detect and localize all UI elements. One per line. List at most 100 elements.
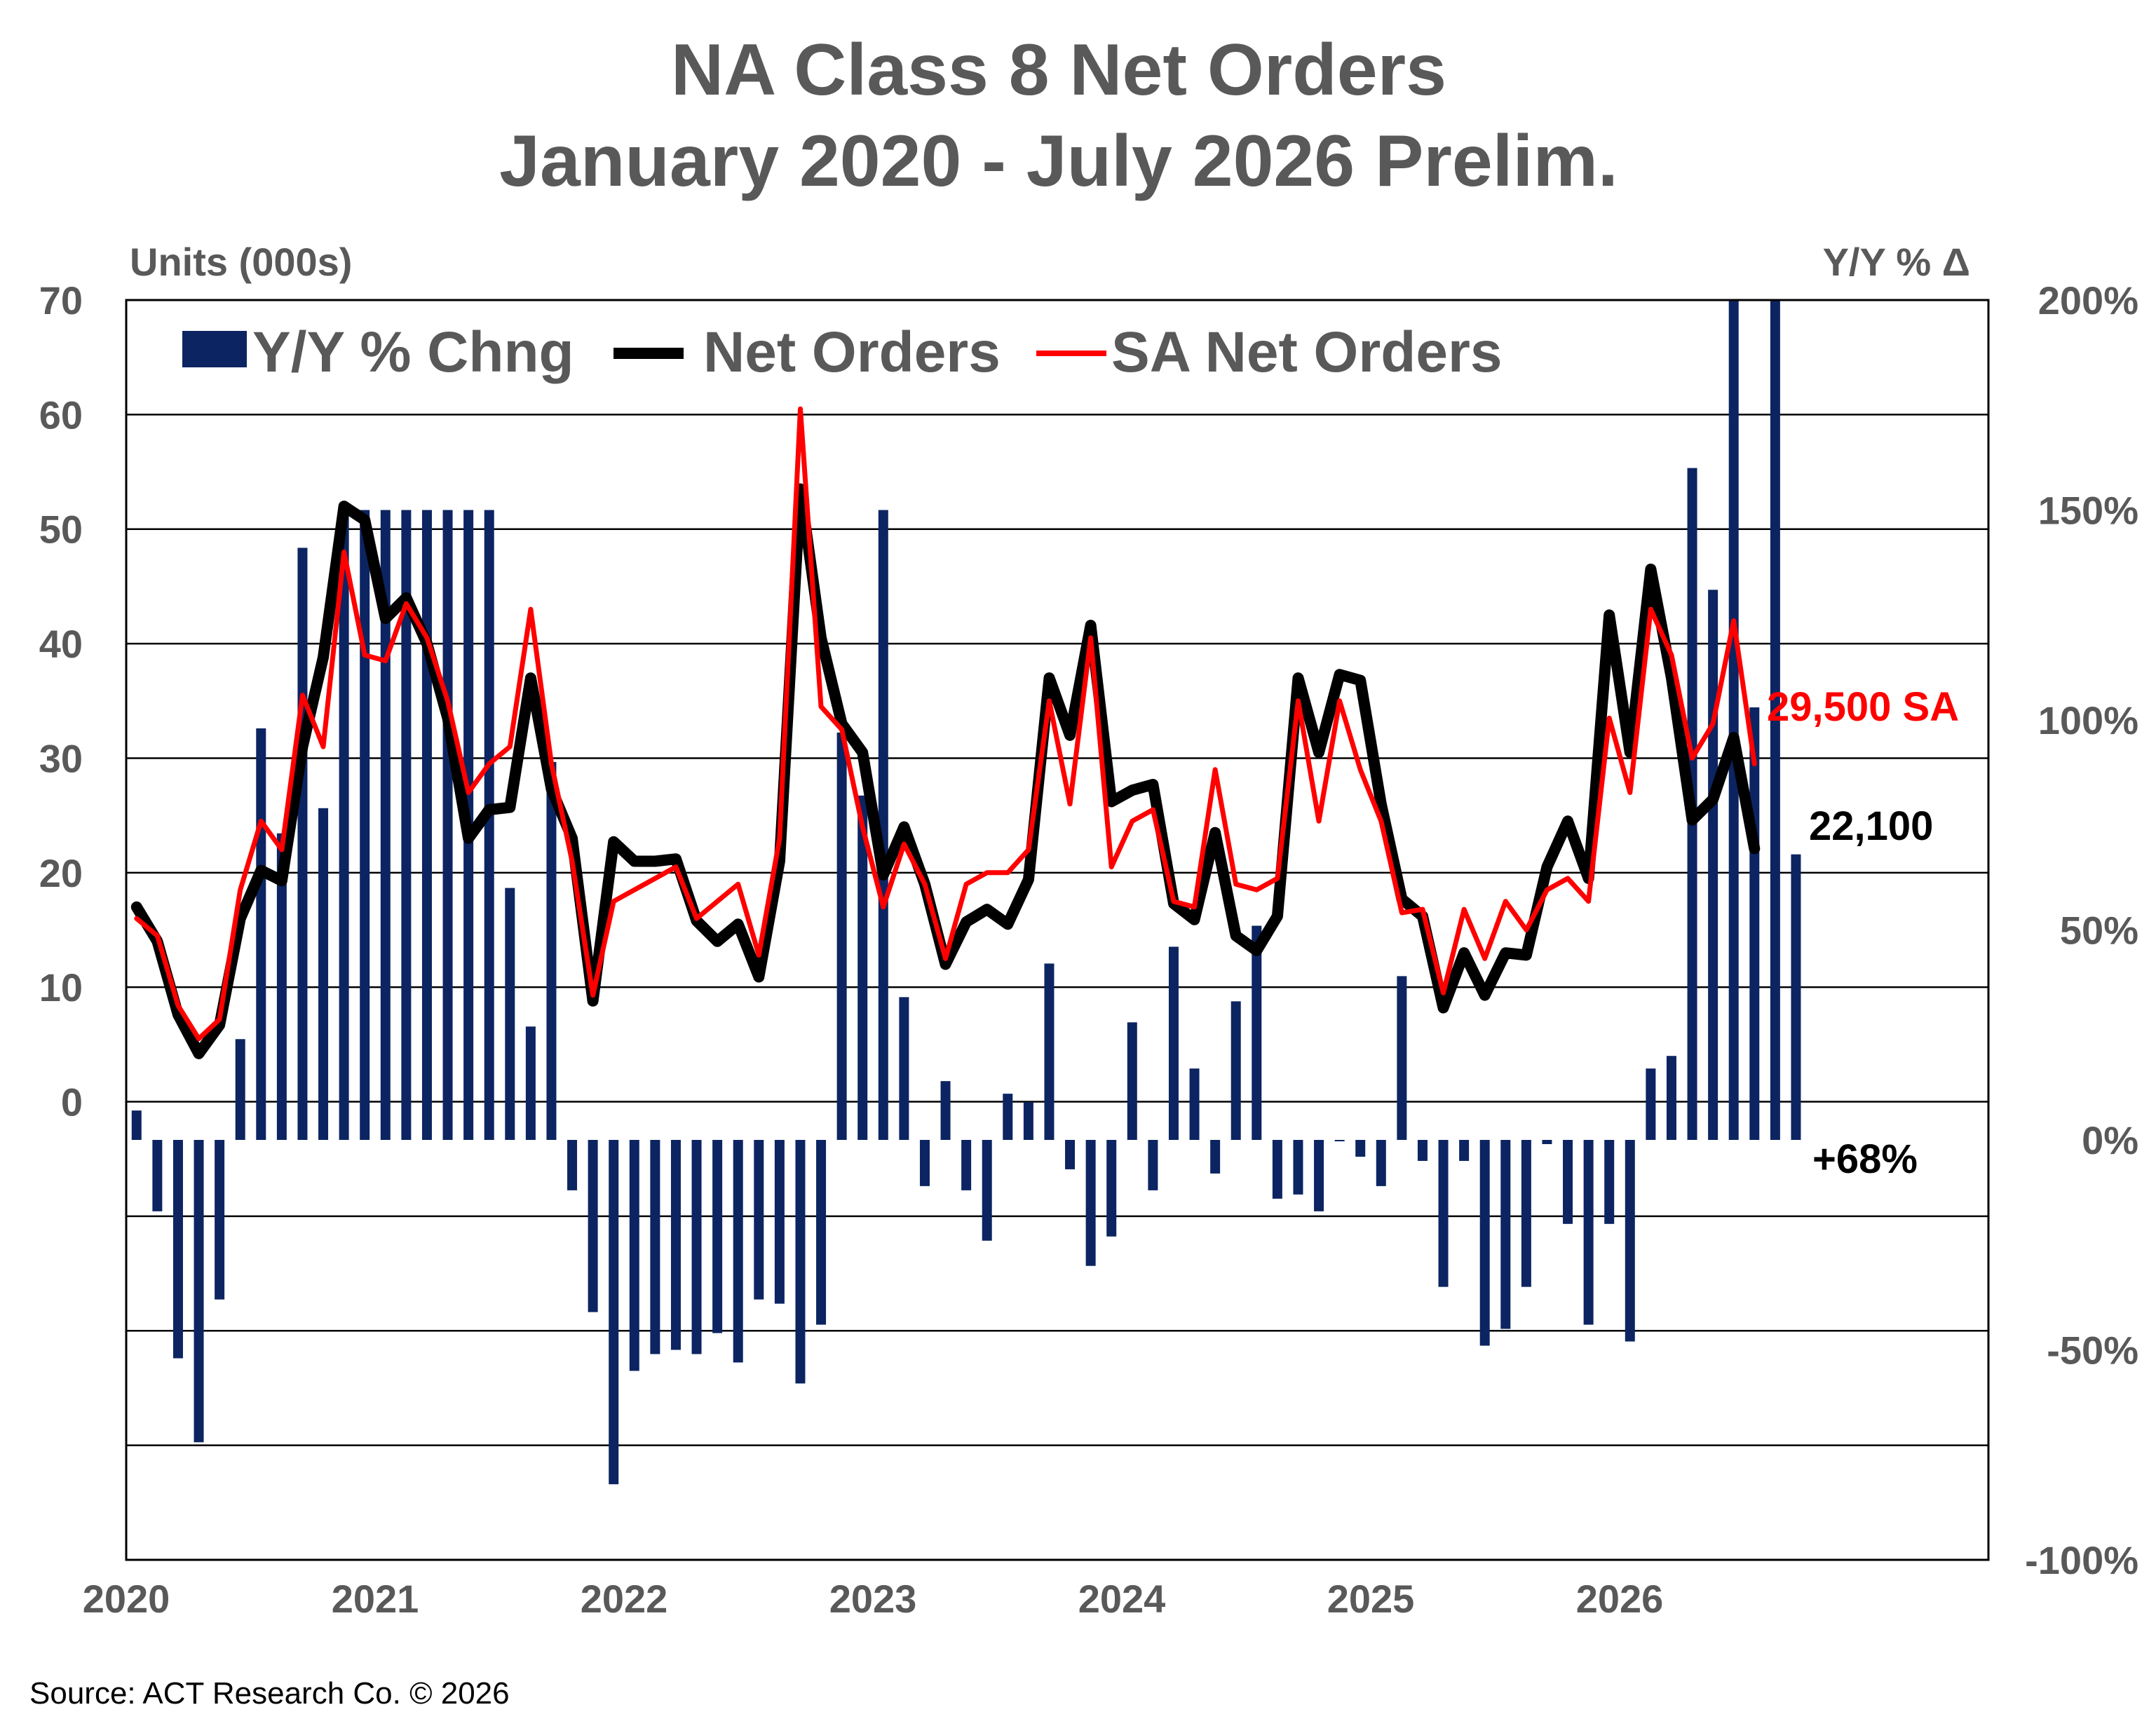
yy-bar [421,510,432,1140]
yy-bar [380,510,391,1140]
yy-bar [1023,1102,1033,1140]
yy-bar [567,1140,578,1190]
yy-bar [131,1110,142,1140]
yy-bar [1500,1140,1511,1329]
right-tick-labels: 200% 150% 100% 50% 0% -50% -100% [2025,278,2138,1582]
yy-bar [609,1140,619,1485]
yy-bar [1479,1140,1490,1346]
legend-label-sa-net-orders: SA Net Orders [1111,320,1502,384]
yy-bar [1210,1140,1221,1174]
yy-bar [546,761,557,1140]
yy-bar [774,1140,785,1304]
yy-bar [691,1140,702,1354]
yy-bar [650,1140,660,1354]
yy-bar [505,888,515,1140]
left-tick-labels: 70 60 50 40 30 20 10 0 [39,278,83,1124]
legend-label-net-orders: Net Orders [703,320,1001,384]
yy-bar [1148,1140,1158,1190]
x-tick-label: 2021 [332,1577,419,1621]
plot-frame [125,299,1990,1561]
yy-bar [1314,1140,1324,1211]
yy-bar [276,833,287,1140]
yy-bar [1749,707,1760,1140]
x-tick-label: 2025 [1327,1577,1415,1621]
x-tick-labels: 2020 2021 2022 2023 2024 2025 2026 [83,1577,1664,1621]
yy-bar [1376,1140,1386,1186]
yy-bar [194,1140,204,1443]
left-tick-label: 40 [39,622,83,666]
annotation-net-value: 22,100 [1809,803,1933,849]
yy-bar [940,1081,951,1140]
yy-bar [152,1140,163,1211]
left-tick-label: 60 [39,393,83,437]
yy-bar [878,510,888,1140]
right-tick-label: 200% [2038,278,2138,322]
yy-bar [1770,300,1780,1140]
left-tick-label: 20 [39,851,83,895]
x-tick-label: 2020 [83,1577,170,1621]
yy-bar [215,1140,225,1300]
yy-bar [1355,1140,1366,1157]
yy-bar [360,510,370,1140]
sa-net-orders-line [134,406,1757,1042]
right-tick-label: 0% [2082,1118,2138,1162]
yy-bar [1293,1140,1303,1195]
left-tick-label: 70 [39,278,83,322]
yy-bar [1646,1068,1656,1140]
yy-bar [1417,1140,1428,1161]
yy-bar [1106,1140,1117,1237]
chart-title-line-1: NA Class 8 Net Orders [671,29,1446,111]
source-note: Source: ACT Research Co. © 2026 [29,1676,510,1711]
series-lines [130,406,1761,1059]
y-axis-left-label: Units (000s) [130,240,352,284]
annotation-yy-value: +68% [1812,1136,1918,1182]
right-tick-label: -50% [2047,1328,2138,1373]
yy-bar [1189,1068,1200,1140]
yy-bar [670,1140,681,1350]
yy-bar [297,548,308,1140]
yy-bar [1521,1140,1531,1287]
yy-bar [1168,946,1179,1140]
yy-bar [629,1140,639,1371]
yy-bar [1625,1140,1635,1342]
yy-bar [318,808,329,1140]
left-tick-label: 0 [61,1080,83,1124]
yy-bar [1230,1001,1241,1140]
yy-bar [899,997,909,1140]
annotation-sa-value: 29,500 SA [1767,684,1959,730]
yy-bar [588,1140,598,1312]
yy-bar [816,1140,827,1325]
left-tick-label: 50 [39,508,83,552]
yy-bar [1604,1140,1615,1224]
yy-bar [442,510,453,1140]
legend-label-yy: Y/Y % Chng [252,320,574,384]
yy-bar [1666,1056,1676,1140]
x-tick-label: 2022 [581,1577,668,1621]
yy-bar [339,510,349,1140]
yy-bar [484,510,494,1140]
yy-bar [1272,1140,1282,1199]
yy-bar [1708,590,1718,1140]
yy-bar [1044,963,1055,1140]
yy-bar [712,1140,723,1333]
legend: Y/Y % Chng Net Orders SA Net Orders [182,320,1502,384]
yy-bar [256,728,266,1140]
right-tick-label: -100% [2025,1538,2138,1582]
yy-bar [733,1140,743,1363]
yy-bar [525,1026,536,1140]
yy-bar [982,1140,992,1241]
yy-bar [1542,1140,1552,1144]
yy-bar [1003,1094,1013,1140]
yy-bar [1065,1140,1076,1169]
yy-bar [961,1140,972,1190]
yy-bar [857,795,868,1140]
yy-bar [754,1140,764,1300]
yy-bar [795,1140,806,1384]
gridlines [126,414,1988,1561]
yy-bar [1334,1140,1345,1141]
left-tick-label: 30 [39,736,83,780]
x-tick-label: 2024 [1078,1577,1166,1621]
left-tick-label: 10 [39,965,83,1010]
yy-bar [235,1039,245,1140]
